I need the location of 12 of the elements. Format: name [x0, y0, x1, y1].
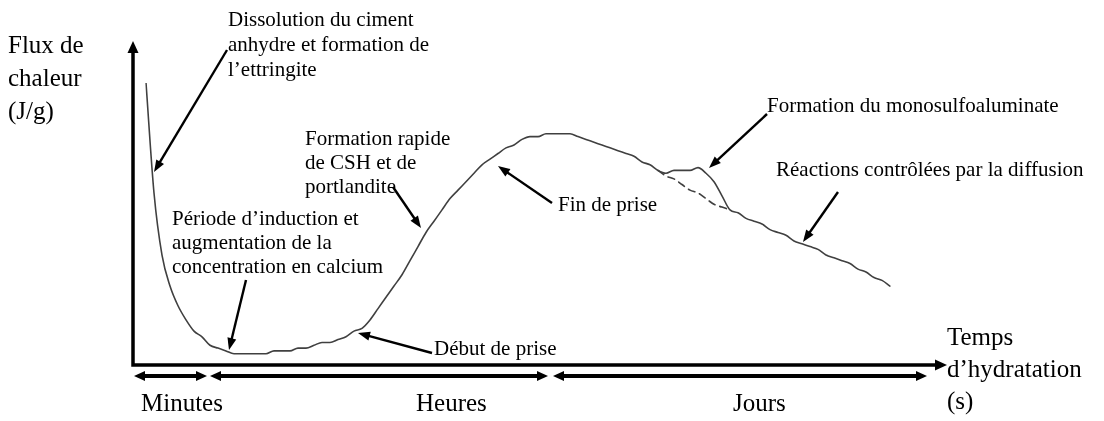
text: Heures [416, 388, 487, 418]
text: Minutes [141, 388, 223, 418]
annotation: Début de prise [434, 336, 557, 361]
x-axis-title: Temps d’hydratation (s) [947, 322, 1083, 417]
annotation: Fin de prise [558, 192, 658, 217]
y-axis-title: Flux de chaleur (J/g) [8, 30, 85, 127]
annotation: Période d’induction et augmentation de la concentration en calcium [172, 206, 385, 278]
annotation: Formation rapide de CSH et de portlandite [305, 126, 452, 198]
text: Jours [733, 388, 786, 418]
annotation: Réactions contrôlées par la diffusion [776, 157, 1084, 182]
annotation: Formation du monosulfoaluminate [767, 93, 1059, 118]
text: Dissolution du ciment anhydre et formation de l’ettringite [228, 7, 431, 82]
